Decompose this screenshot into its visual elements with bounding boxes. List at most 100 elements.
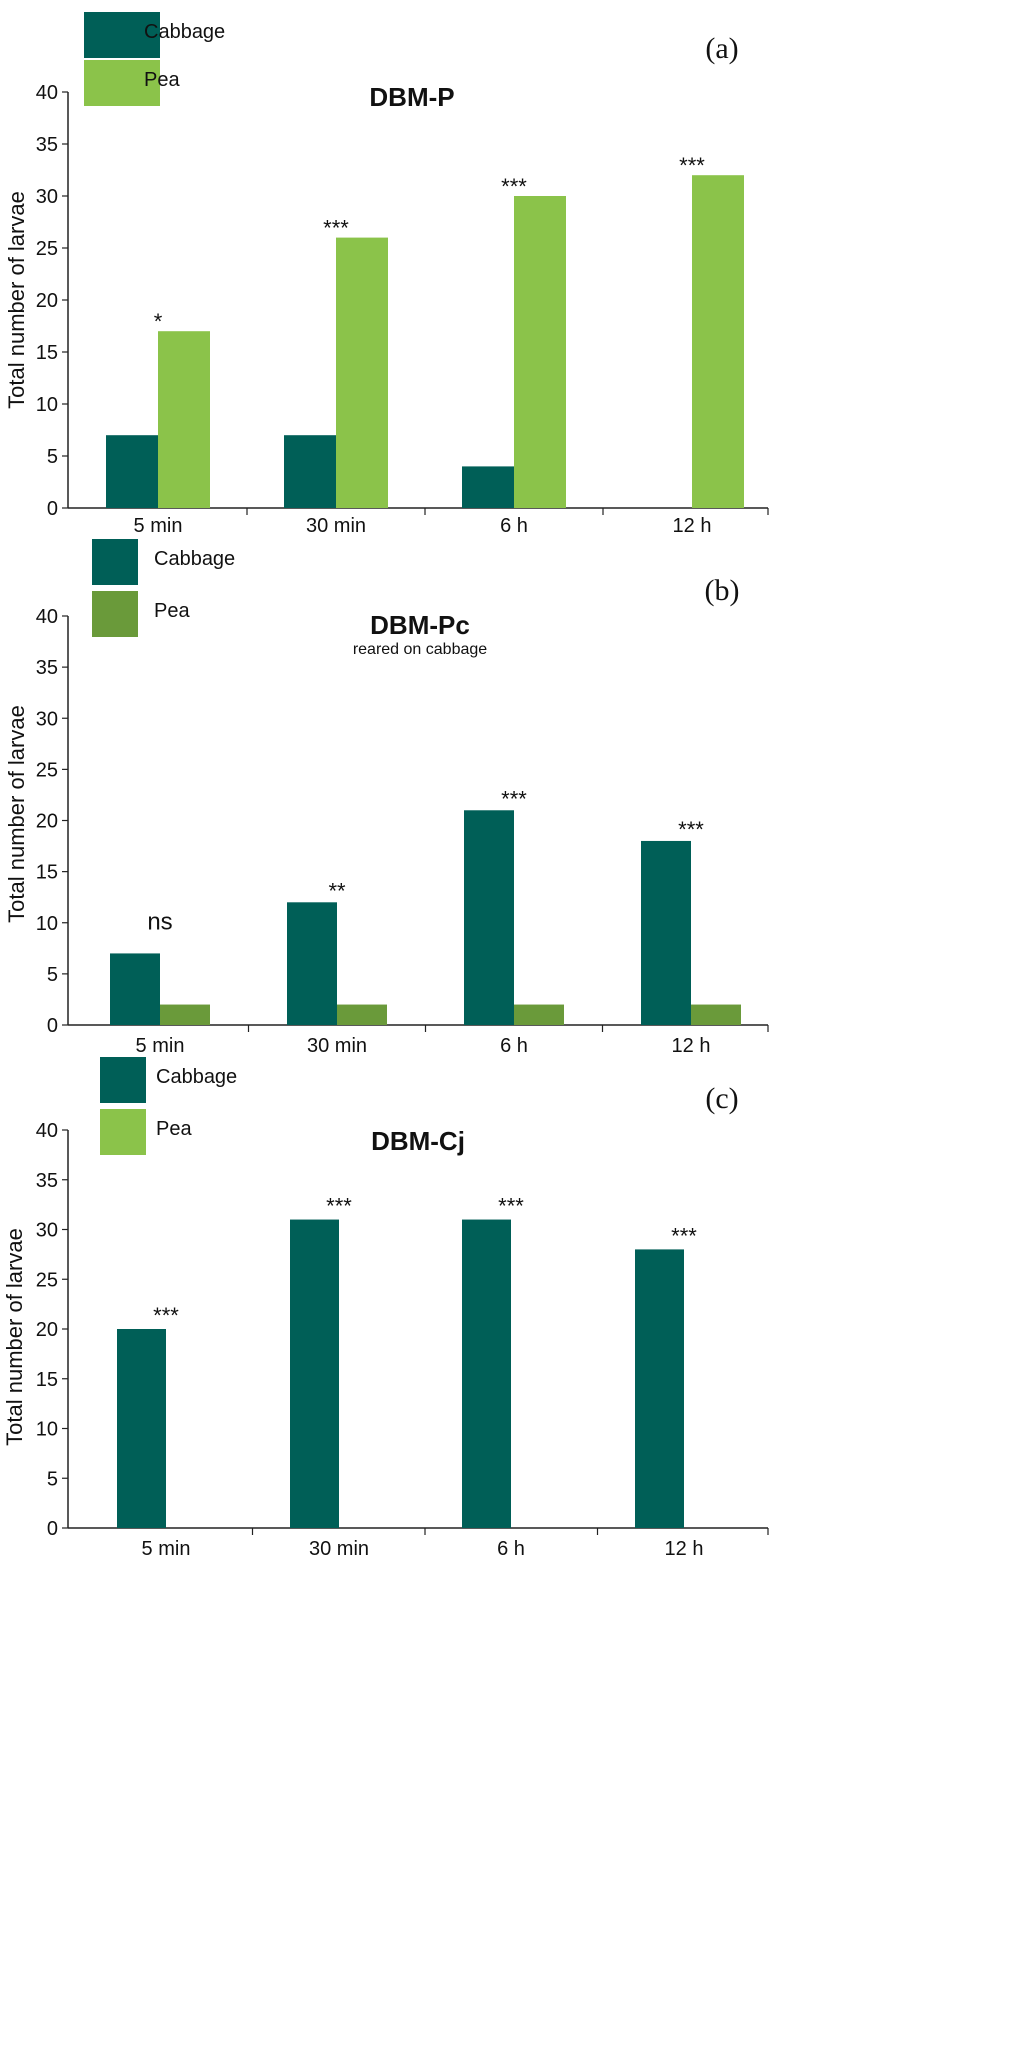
- y-tick-label: 35: [36, 134, 58, 156]
- legend: Cabbage Pea: [92, 539, 235, 637]
- bar-cabbage-2: [462, 466, 514, 508]
- chart-title: DBM-Pc: [370, 610, 470, 640]
- y-tick-label: 25: [36, 759, 58, 781]
- y-tick-label: 15: [36, 862, 58, 884]
- panel-label: (b): [705, 574, 740, 607]
- significance-label: ***: [326, 1194, 352, 1219]
- y-tick-label: 25: [36, 1269, 58, 1291]
- bar-cabbage-3: [641, 840, 691, 1025]
- y-tick-label: 0: [47, 1518, 58, 1540]
- legend-label-cabbage: Cabbage: [144, 21, 225, 43]
- bar-cabbage-1: [284, 435, 336, 508]
- bar-pea-0: [158, 331, 210, 508]
- y-tick-label: 40: [36, 606, 58, 628]
- y-axis-label: Total number of larvae: [4, 705, 29, 923]
- y-tick-label: 30: [36, 708, 58, 730]
- significance-label: ***: [323, 216, 349, 241]
- y-tick-label: 40: [36, 82, 58, 104]
- y-tick-label: 20: [36, 1319, 58, 1341]
- significance-label: ***: [671, 1223, 697, 1248]
- y-tick-label: 20: [36, 811, 58, 833]
- bar-cabbage-0: [110, 953, 160, 1025]
- bar-pea-1: [337, 1004, 387, 1025]
- x-tick-label: 30 min: [306, 515, 366, 537]
- y-tick-label: 35: [36, 657, 58, 679]
- significance-label: ***: [498, 1194, 524, 1219]
- y-tick-label: 30: [36, 1220, 58, 1242]
- significance-label: **: [328, 878, 346, 903]
- y-tick-label: 25: [36, 238, 58, 260]
- x-tick-label: 6 h: [497, 1538, 525, 1560]
- y-tick-label: 10: [36, 913, 58, 935]
- legend-label-pea: Pea: [154, 600, 190, 622]
- bar-pea-2: [514, 196, 566, 508]
- legend: Cabbage Pea: [100, 1057, 237, 1155]
- significance-label: ***: [678, 817, 704, 842]
- y-tick-label: 30: [36, 186, 58, 208]
- y-tick-label: 40: [36, 1120, 58, 1142]
- bar-cabbage-1: [287, 902, 337, 1025]
- legend: Cabbage Pea: [84, 12, 225, 106]
- legend-label-cabbage: Cabbage: [156, 1066, 237, 1088]
- legend-swatch-pea: [92, 591, 138, 637]
- significance-label: ***: [679, 153, 705, 178]
- significance-label: ns: [147, 908, 172, 935]
- y-axis-label: Total number of larvae: [2, 1228, 27, 1446]
- x-tick-label: 5 min: [134, 515, 183, 537]
- legend-swatch-pea: [100, 1109, 146, 1155]
- legend-swatch-cabbage: [92, 539, 138, 585]
- bar-cabbage-3: [635, 1249, 684, 1528]
- legend-label-cabbage: Cabbage: [154, 548, 235, 570]
- significance-label: ***: [501, 786, 527, 811]
- bar-cabbage-0: [117, 1329, 166, 1528]
- legend-label-pea: Pea: [156, 1118, 192, 1140]
- y-tick-label: 5: [47, 1468, 58, 1490]
- bar-pea-3: [691, 1004, 741, 1025]
- x-tick-label: 30 min: [309, 1538, 369, 1560]
- bar-cabbage-1: [290, 1219, 339, 1528]
- bar-pea-0: [160, 1004, 210, 1025]
- y-tick-label: 5: [47, 964, 58, 986]
- panel-label: (c): [705, 1082, 738, 1115]
- y-tick-label: 20: [36, 290, 58, 312]
- panel-label: (a): [705, 32, 738, 65]
- x-tick-label: 12 h: [665, 1538, 704, 1560]
- chart-title: DBM-Cj: [371, 1126, 465, 1156]
- y-tick-label: 35: [36, 1170, 58, 1192]
- legend-swatch-pea: [84, 60, 160, 106]
- bar-cabbage-2: [462, 1219, 511, 1528]
- significance-label: ***: [153, 1303, 179, 1328]
- y-tick-label: 5: [47, 446, 58, 468]
- bar-cabbage-2: [464, 810, 514, 1025]
- x-tick-label: 5 min: [142, 1538, 191, 1560]
- chart-title: DBM-P: [369, 82, 454, 112]
- x-tick-label: 12 h: [672, 1035, 711, 1057]
- y-tick-label: 15: [36, 342, 58, 364]
- x-tick-label: 30 min: [307, 1035, 367, 1057]
- y-tick-label: 0: [47, 498, 58, 520]
- y-tick-label: 10: [36, 1419, 58, 1441]
- legend-swatch-cabbage: [100, 1057, 146, 1103]
- legend-swatch-cabbage: [84, 12, 160, 58]
- chart-panel-2: 0 5 10 15 20 25 30 35 40 Total number of larvae 5 …: [4, 539, 769, 1057]
- bar-cabbage-0: [106, 435, 158, 508]
- chart-panel-3: 0 5 10 15 20 25 30 35 40 Total number of larvae 5 …: [2, 1057, 769, 1560]
- x-tick-label: 12 h: [673, 515, 712, 537]
- y-tick-label: 15: [36, 1369, 58, 1391]
- y-axis-label: Total number of larvae: [4, 191, 29, 409]
- y-tick-label: 0: [47, 1015, 58, 1037]
- significance-label: ***: [501, 174, 527, 199]
- significance-label: *: [154, 309, 163, 334]
- y-tick-label: 10: [36, 394, 58, 416]
- bar-pea-3: [692, 175, 744, 508]
- bar-pea-2: [514, 1004, 564, 1025]
- chart-subtitle: reared on cabbage: [353, 641, 487, 658]
- x-tick-label: 6 h: [500, 1035, 528, 1057]
- x-tick-label: 6 h: [500, 515, 528, 537]
- legend-label-pea: Pea: [144, 69, 180, 91]
- chart-panel-1: 0 5 10 15 20 25 30 35 40 Total number of larvae 5 …: [4, 12, 769, 537]
- bar-pea-1: [336, 237, 388, 508]
- x-tick-label: 5 min: [136, 1035, 185, 1057]
